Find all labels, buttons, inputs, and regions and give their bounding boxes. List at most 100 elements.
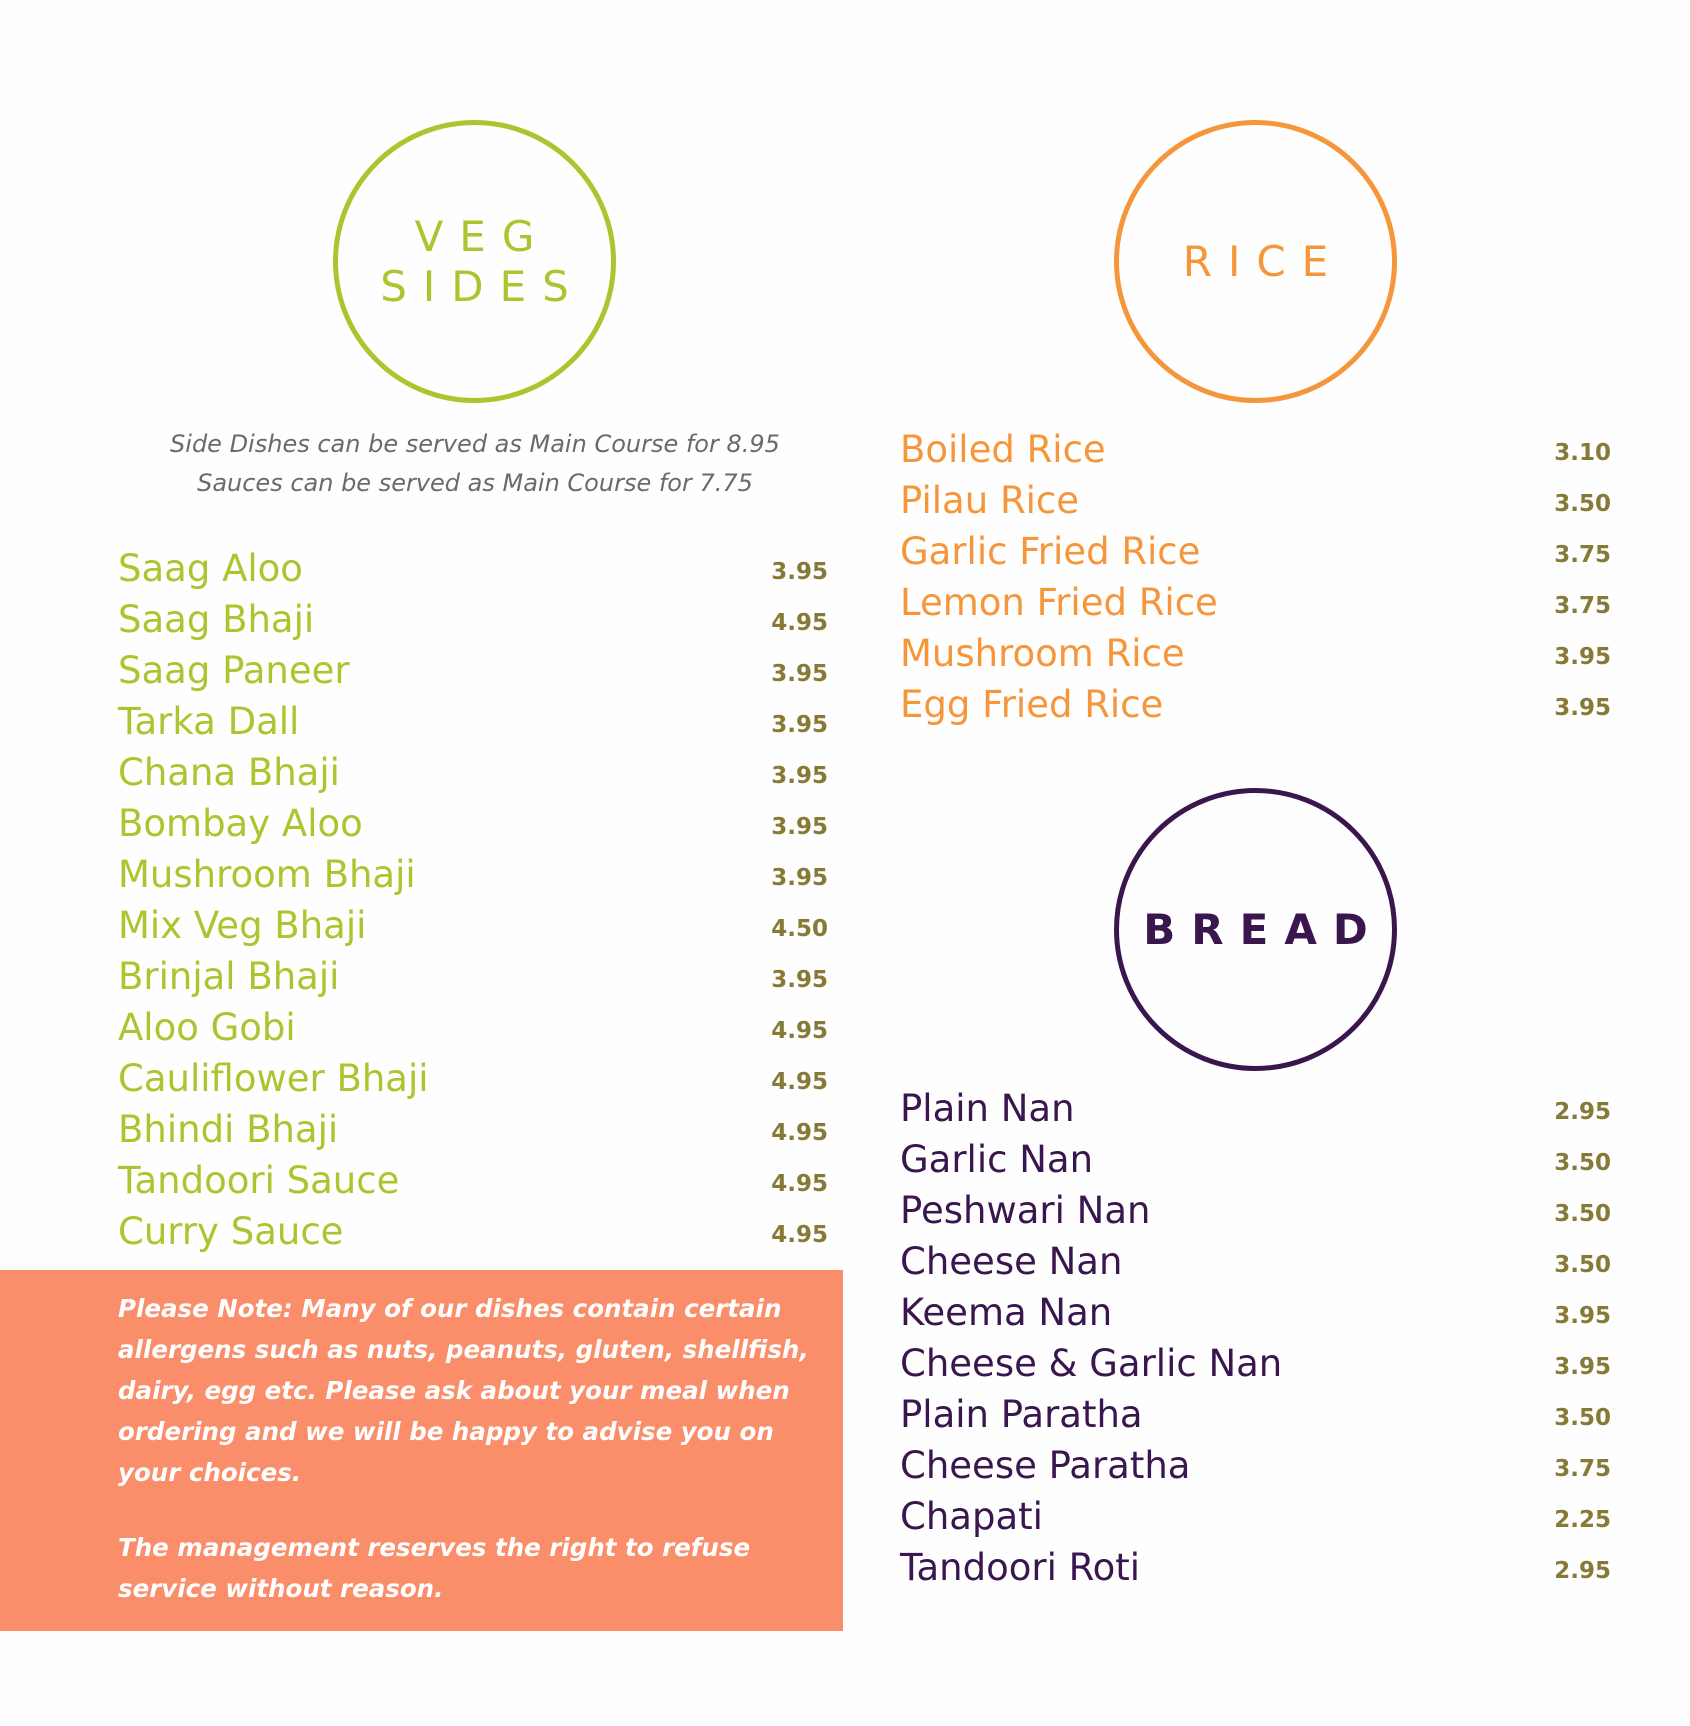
menu-item-price: 3.95 (1554, 1303, 1611, 1329)
menu-item-price: 3.95 (1554, 1354, 1611, 1380)
menu-item-price: 3.95 (771, 712, 828, 738)
menu-item: Boiled Rice 3.10 (900, 424, 1611, 475)
menu-item: Saag Bhaji 4.95 (118, 594, 828, 645)
menu-item: Mushroom Rice 3.95 (900, 628, 1611, 679)
menu-item: Tarka Dall 3.95 (118, 696, 828, 747)
menu-item-name: Chapati (900, 1495, 1043, 1538)
menu-item-price: 4.95 (771, 1069, 828, 1095)
menu-item-name: Cheese Nan (900, 1240, 1123, 1283)
menu-item-price: 3.75 (1554, 1456, 1611, 1482)
allergen-notice-text: Please Note: Many of our dishes contain … (118, 1294, 809, 1487)
menu-item: Egg Fried Rice 3.95 (900, 679, 1611, 730)
rice-title: RICE (1182, 236, 1345, 286)
menu-item-name: Bhindi Bhaji (118, 1108, 339, 1151)
menu-item-price: 2.25 (1554, 1507, 1611, 1533)
menu-item-price: 3.50 (1554, 491, 1611, 517)
veg-sides-title-line2: SIDES (380, 261, 585, 311)
menu-item: Cheese Nan 3.50 (900, 1236, 1611, 1287)
menu-item: Pilau Rice 3.50 (900, 475, 1611, 526)
menu-item-name: Plain Paratha (900, 1393, 1143, 1436)
menu-item-price: 4.95 (771, 1171, 828, 1197)
menu-item-name: Boiled Rice (900, 428, 1106, 471)
menu-item-name: Lemon Fried Rice (900, 581, 1218, 624)
menu-item-price: 3.95 (1554, 695, 1611, 721)
menu-item-name: Cauliflower Bhaji (118, 1057, 429, 1100)
menu-item: Tandoori Sauce 4.95 (118, 1155, 828, 1206)
menu-item-name: Aloo Gobi (118, 1006, 296, 1049)
menu-item-price: 3.10 (1554, 440, 1611, 466)
menu-item: Brinjal Bhaji 3.95 (118, 951, 828, 1002)
menu-item: Garlic Nan 3.50 (900, 1134, 1611, 1185)
menu-item-price: 3.50 (1554, 1201, 1611, 1227)
menu-item: Mix Veg Bhaji 4.50 (118, 900, 828, 951)
sauce-main-course-note: Sauces can be served as Main Course for … (197, 469, 753, 497)
menu-item-price: 3.75 (1554, 593, 1611, 619)
menu-item-price: 3.50 (1554, 1405, 1611, 1431)
menu-item-price: 3.95 (771, 661, 828, 687)
menu-item: Tandoori Roti 2.95 (900, 1542, 1611, 1593)
menu-item-name: Tarka Dall (118, 700, 300, 743)
menu-item: Cauliflower Bhaji 4.95 (118, 1053, 828, 1104)
menu-item-name: Mushroom Bhaji (118, 853, 416, 896)
menu-item-price: 4.95 (771, 1018, 828, 1044)
menu-item-name: Mix Veg Bhaji (118, 904, 367, 947)
menu-item: Plain Paratha 3.50 (900, 1389, 1611, 1440)
menu-item-name: Garlic Fried Rice (900, 530, 1201, 573)
menu-item-price: 4.95 (771, 610, 828, 636)
bread-badge: BREAD (1114, 788, 1397, 1071)
menu-item-name: Curry Sauce (118, 1210, 344, 1253)
menu-item-name: Chana Bhaji (118, 751, 340, 794)
bread-title: BREAD (1143, 904, 1384, 954)
menu-item: Lemon Fried Rice 3.75 (900, 577, 1611, 628)
menu-item: Aloo Gobi 4.95 (118, 1002, 828, 1053)
menu-item: Bhindi Bhaji 4.95 (118, 1104, 828, 1155)
menu-item-name: Cheese Paratha (900, 1444, 1191, 1487)
menu-item-name: Bombay Aloo (118, 802, 363, 845)
menu-item: Chapati 2.25 (900, 1491, 1611, 1542)
menu-item-price: 3.95 (771, 763, 828, 789)
menu-item-price: 4.50 (771, 916, 828, 942)
veg-sides-list: Saag Aloo 3.95 Saag Bhaji 4.95 Saag Paneer 3.… (118, 543, 828, 1257)
menu-item: Bombay Aloo 3.95 (118, 798, 828, 849)
management-notice-text: The management reserves the right to ref… (118, 1533, 751, 1603)
allergen-notice: Please Note: Many of our dishes contain … (0, 1270, 843, 1631)
menu-item: Curry Sauce 4.95 (118, 1206, 828, 1257)
rice-list: Boiled Rice 3.10 Pilau Rice 3.50 Garlic Frie… (900, 424, 1611, 730)
menu-item-name: Tandoori Sauce (118, 1159, 400, 1202)
veg-sides-title: VEG SIDES (364, 212, 585, 311)
menu-item-price: 4.95 (771, 1120, 828, 1146)
menu-item: Cheese Paratha 3.75 (900, 1440, 1611, 1491)
menu-item-price: 2.95 (1554, 1558, 1611, 1584)
menu-item-name: Tandoori Roti (900, 1546, 1141, 1589)
menu-item: Plain Nan 2.95 (900, 1083, 1611, 1134)
veg-sides-title-line1: VEG (414, 211, 551, 261)
menu-item-name: Egg Fried Rice (900, 683, 1164, 726)
menu-item-name: Saag Bhaji (118, 598, 315, 641)
menu-item-price: 3.95 (771, 559, 828, 585)
menu-item: Saag Aloo 3.95 (118, 543, 828, 594)
menu-item-name: Saag Paneer (118, 649, 350, 692)
menu-item: Keema Nan 3.95 (900, 1287, 1611, 1338)
menu-item-name: Saag Aloo (118, 547, 303, 590)
bread-list: Plain Nan 2.95 Garlic Nan 3.50 Peshwari Nan 3… (900, 1083, 1611, 1593)
menu-item: Garlic Fried Rice 3.75 (900, 526, 1611, 577)
menu-item-price: 3.95 (771, 814, 828, 840)
menu-item-price: 3.95 (1554, 644, 1611, 670)
menu-item-price: 4.95 (771, 1222, 828, 1248)
menu-item-name: Peshwari Nan (900, 1189, 1151, 1232)
menu-item: Saag Paneer 3.95 (118, 645, 828, 696)
menu-item-name: Plain Nan (900, 1087, 1075, 1130)
menu-item-name: Garlic Nan (900, 1138, 1094, 1181)
menu-item-price: 2.95 (1554, 1099, 1611, 1125)
menu-item-name: Pilau Rice (900, 479, 1080, 522)
menu-item-price: 3.95 (771, 967, 828, 993)
menu-item-name: Mushroom Rice (900, 632, 1185, 675)
menu-item: Cheese & Garlic Nan 3.95 (900, 1338, 1611, 1389)
menu-item-price: 3.95 (771, 865, 828, 891)
menu-item: Chana Bhaji 3.95 (118, 747, 828, 798)
veg-sides-badge: VEG SIDES (333, 120, 616, 403)
menu-item-name: Brinjal Bhaji (118, 955, 340, 998)
menu-item-price: 3.75 (1554, 542, 1611, 568)
menu-item-name: Cheese & Garlic Nan (900, 1342, 1283, 1385)
menu-item-price: 3.50 (1554, 1252, 1611, 1278)
